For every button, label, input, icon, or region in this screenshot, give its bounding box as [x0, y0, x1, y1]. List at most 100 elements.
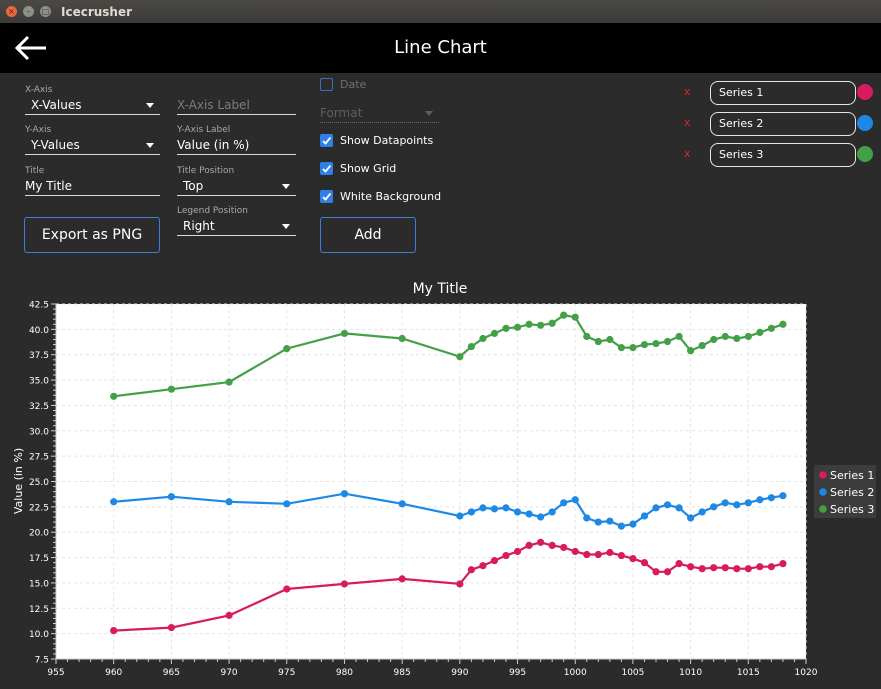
data-point [744, 499, 752, 507]
y-tick-label: 37.5 [29, 351, 49, 361]
format-select[interactable]: Format [320, 92, 439, 123]
data-point [687, 347, 695, 355]
x-tick-label: 990 [451, 668, 468, 678]
data-point [652, 568, 660, 576]
data-point [340, 329, 349, 338]
data-point [571, 496, 579, 504]
data-point [537, 538, 545, 546]
data-point [675, 332, 683, 341]
x-tick-label: 985 [394, 668, 411, 678]
series-name-input[interactable]: Series 3 [710, 143, 856, 167]
data-point [629, 520, 637, 528]
show-grid-checkbox[interactable]: Show Grid [320, 162, 396, 175]
x-tick-label: 1010 [679, 668, 702, 678]
data-point [606, 335, 614, 344]
series-name-input[interactable]: Series 2 [710, 112, 856, 136]
data-point [456, 580, 464, 588]
remove-series-button[interactable]: x [684, 116, 691, 129]
export-png-button[interactable]: Export as PNG [24, 217, 160, 253]
series-name-input[interactable]: Series 1 [710, 81, 856, 105]
white-background-checkbox[interactable]: White Background [320, 190, 441, 203]
y-tick-label: 35.0 [29, 377, 49, 387]
x-axis-label-field[interactable]: X-Axis Label [177, 84, 296, 115]
data-point [767, 563, 775, 571]
data-point [733, 501, 741, 509]
y-tick-label: 25.0 [29, 478, 49, 488]
data-point [340, 580, 349, 588]
show-datapoints-label: Show Datapoints [340, 134, 434, 147]
data-point [640, 340, 649, 349]
x-axis-select[interactable]: X-Axis X-Values [25, 84, 160, 115]
data-point [698, 508, 706, 516]
title-field[interactable]: Title My Title [25, 165, 160, 196]
data-point [594, 337, 602, 346]
y-tick-label: 20.0 [29, 529, 49, 539]
data-point [629, 344, 637, 352]
add-series-button[interactable]: Add [320, 217, 416, 253]
data-point [779, 492, 787, 500]
data-point [675, 504, 683, 512]
data-point [167, 385, 175, 393]
x-axis-value[interactable]: X-Values [25, 96, 160, 115]
remove-series-button[interactable]: x [684, 85, 691, 98]
data-point [560, 543, 568, 552]
data-point [663, 568, 672, 576]
data-point [721, 332, 729, 341]
data-point [710, 503, 718, 511]
y-axis-select[interactable]: Y-Axis Y-Values [25, 124, 160, 155]
title-input[interactable]: My Title [25, 177, 160, 196]
legend-position-select[interactable]: Legend Position Right [177, 205, 296, 236]
data-point [537, 321, 545, 329]
data-point [640, 512, 649, 520]
data-point [456, 512, 464, 520]
show-datapoints-checkbox[interactable]: Show Datapoints [320, 134, 433, 147]
data-point [525, 510, 533, 518]
y-axis-label-input[interactable]: Value (in %) [177, 136, 296, 155]
checkmark-icon [320, 162, 333, 175]
legend-label: Series 2 [830, 486, 874, 499]
y-axis-value[interactable]: Y-Values [25, 136, 160, 155]
back-button[interactable] [14, 33, 48, 63]
chart-axes: 955 960 965 970 975 980 985 990 995 1000 1005 1010 1… [29, 301, 818, 679]
data-point [167, 623, 175, 632]
x-tick-label: 995 [509, 668, 526, 678]
window-close-button[interactable]: × [6, 6, 17, 17]
date-checkbox[interactable]: Date [320, 78, 366, 91]
window-maximize-button[interactable]: □ [40, 6, 51, 17]
remove-series-button[interactable]: x [684, 147, 691, 160]
data-point [571, 313, 579, 321]
title-position-select[interactable]: Title Position Top [177, 165, 296, 196]
format-value[interactable]: Format [320, 104, 439, 123]
y-tick-label: 40.0 [29, 326, 49, 336]
data-point [721, 499, 729, 507]
y-tick-label: 27.5 [29, 453, 49, 463]
x-tick-label: 975 [278, 668, 295, 678]
legend-marker [819, 471, 827, 479]
data-point [548, 541, 556, 549]
y-axis-label-field[interactable]: Y-Axis Label Value (in %) [177, 124, 296, 155]
page-title: Line Chart [394, 37, 487, 58]
data-point [479, 504, 487, 512]
data-point [594, 518, 602, 526]
window-minimize-button[interactable]: – [23, 6, 34, 17]
data-point [525, 541, 533, 549]
series-color-picker[interactable] [857, 115, 873, 131]
x-tick-label: 970 [220, 668, 237, 678]
window-titlebar: × – □ Icecrusher [0, 0, 881, 23]
title-position-value[interactable]: Top [177, 177, 296, 196]
series-row: x Series 2 [684, 112, 874, 136]
data-point [687, 563, 695, 571]
series-color-picker[interactable] [857, 146, 873, 162]
series-color-picker[interactable] [857, 84, 873, 100]
title-label: Title [25, 166, 45, 176]
data-point [652, 339, 660, 348]
legend-position-value[interactable]: Right [177, 217, 296, 236]
chart-series [110, 311, 787, 635]
data-point [110, 392, 118, 400]
legend-marker [819, 488, 827, 496]
x-axis-label-input[interactable]: X-Axis Label [177, 96, 296, 115]
data-point [513, 323, 522, 331]
data-point [779, 560, 787, 568]
data-point [756, 328, 764, 336]
data-point [779, 320, 787, 328]
